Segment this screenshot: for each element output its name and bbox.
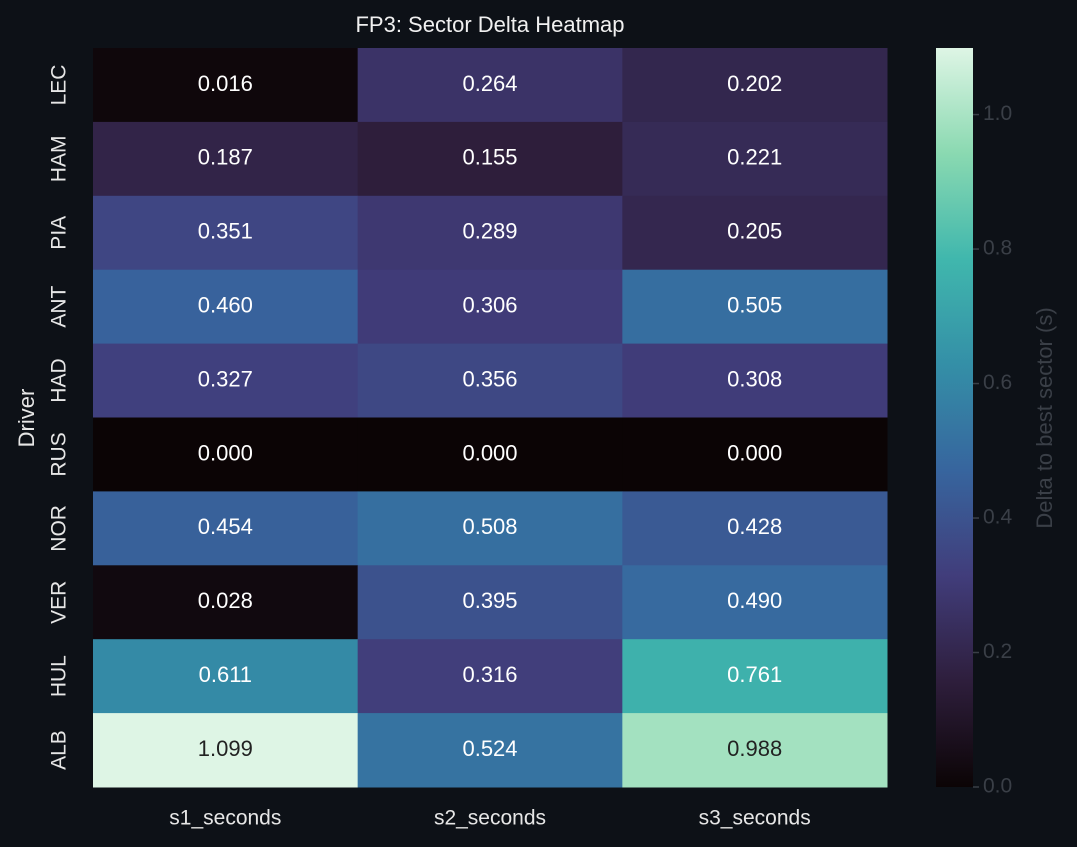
cell-label: 0.289	[462, 219, 517, 244]
cell-label: 0.000	[198, 440, 253, 465]
y-tick-label: LEC	[48, 65, 71, 106]
y-tick-label: ALB	[48, 730, 71, 770]
y-tick-label: PIA	[48, 216, 71, 250]
y-tick-label: HAM	[48, 136, 71, 183]
cell-label: 0.028	[198, 588, 253, 613]
heatmap-cell	[622, 713, 888, 788]
colorbar-tick-label: 1.0	[983, 102, 1012, 125]
cell-label: 1.099	[198, 736, 253, 761]
heatmap-cell	[622, 417, 888, 492]
heatmap-cell	[357, 121, 623, 197]
cell-label: 0.000	[462, 440, 517, 465]
heatmap-cell	[93, 713, 359, 788]
cell-label: 0.356	[462, 366, 517, 391]
colorbar-tick-label: 0.0	[983, 775, 1012, 798]
cell-label: 0.155	[462, 145, 517, 170]
cell-label: 0.428	[727, 514, 782, 539]
heatmap-cell	[622, 639, 888, 714]
heatmap-cell	[93, 639, 359, 714]
heatmap-cell	[357, 639, 623, 714]
cell-label: 0.611	[199, 662, 252, 687]
x-tick-label: s2_seconds	[434, 807, 546, 830]
heatmap-cell	[622, 269, 888, 345]
heatmap-cell	[622, 491, 888, 566]
cell-label: 0.454	[198, 514, 253, 539]
heatmap-cell	[93, 565, 359, 640]
heatmap-cell	[357, 48, 623, 123]
y-tick-label: VER	[48, 581, 71, 624]
heatmap-cell	[622, 121, 888, 197]
heatmap-cell	[93, 269, 359, 345]
y-tick-label: RUS	[48, 432, 71, 476]
colorbar-tick-label: 0.6	[983, 371, 1012, 394]
colorbar-tick-label: 0.2	[983, 640, 1012, 663]
heatmap-cell	[357, 269, 623, 345]
y-tick-label: HUL	[48, 655, 71, 697]
chart-title: FP3: Sector Delta Heatmap	[355, 12, 624, 37]
colorbar-tick-label: 0.8	[983, 237, 1012, 260]
cell-label: 0.351	[198, 219, 253, 244]
cell-label: 0.000	[727, 440, 782, 465]
cell-label: 0.202	[727, 71, 782, 96]
cell-label: 0.016	[198, 71, 253, 96]
cell-label: 0.205	[727, 219, 782, 244]
cell-label: 0.460	[198, 292, 253, 317]
heatmap-cell	[622, 343, 888, 418]
heatmap-cell	[357, 195, 623, 271]
cell-label: 0.316	[462, 662, 517, 687]
cell-label: 0.988	[727, 736, 782, 761]
y-axis-label: Driver	[14, 389, 39, 448]
cell-label: 0.327	[198, 366, 253, 391]
cell-label: 0.308	[727, 366, 782, 391]
cell-label: 0.187	[198, 145, 253, 170]
cell-label: 0.505	[727, 292, 782, 317]
cell-label: 0.490	[727, 588, 782, 613]
cell-label: 0.761	[727, 662, 782, 687]
cell-label: 0.221	[727, 145, 782, 170]
heatmap-cell	[93, 417, 359, 492]
heatmap-cell	[93, 491, 359, 566]
colorbar	[936, 48, 973, 787]
heatmap-cell	[357, 343, 623, 418]
cell-label: 0.395	[462, 588, 517, 613]
heatmap-cell	[93, 121, 359, 197]
y-tick-label: HAD	[48, 358, 71, 402]
cell-label: 0.508	[462, 514, 517, 539]
colorbar-tick-label: 0.4	[983, 506, 1013, 529]
heatmap-cell	[357, 565, 623, 640]
x-tick-label: s3_seconds	[699, 807, 811, 830]
cell-label: 0.306	[462, 292, 517, 317]
heatmap-cell	[357, 713, 623, 788]
heatmap-cell	[93, 343, 359, 418]
heatmap-cell	[357, 417, 623, 492]
heatmap-cell	[357, 491, 623, 566]
y-tick-label: ANT	[48, 285, 71, 327]
x-tick-label: s1_seconds	[169, 807, 281, 830]
cell-label: 0.264	[462, 71, 517, 96]
heatmap-cell	[622, 565, 888, 640]
heatmap-cell	[622, 48, 888, 123]
y-tick-label: NOR	[48, 505, 71, 552]
colorbar-label: Delta to best sector (s)	[1032, 307, 1057, 528]
heatmap-cell	[93, 195, 359, 271]
heatmap-cell	[622, 195, 888, 271]
heatmap-cell	[93, 48, 359, 123]
cell-label: 0.524	[462, 736, 517, 761]
